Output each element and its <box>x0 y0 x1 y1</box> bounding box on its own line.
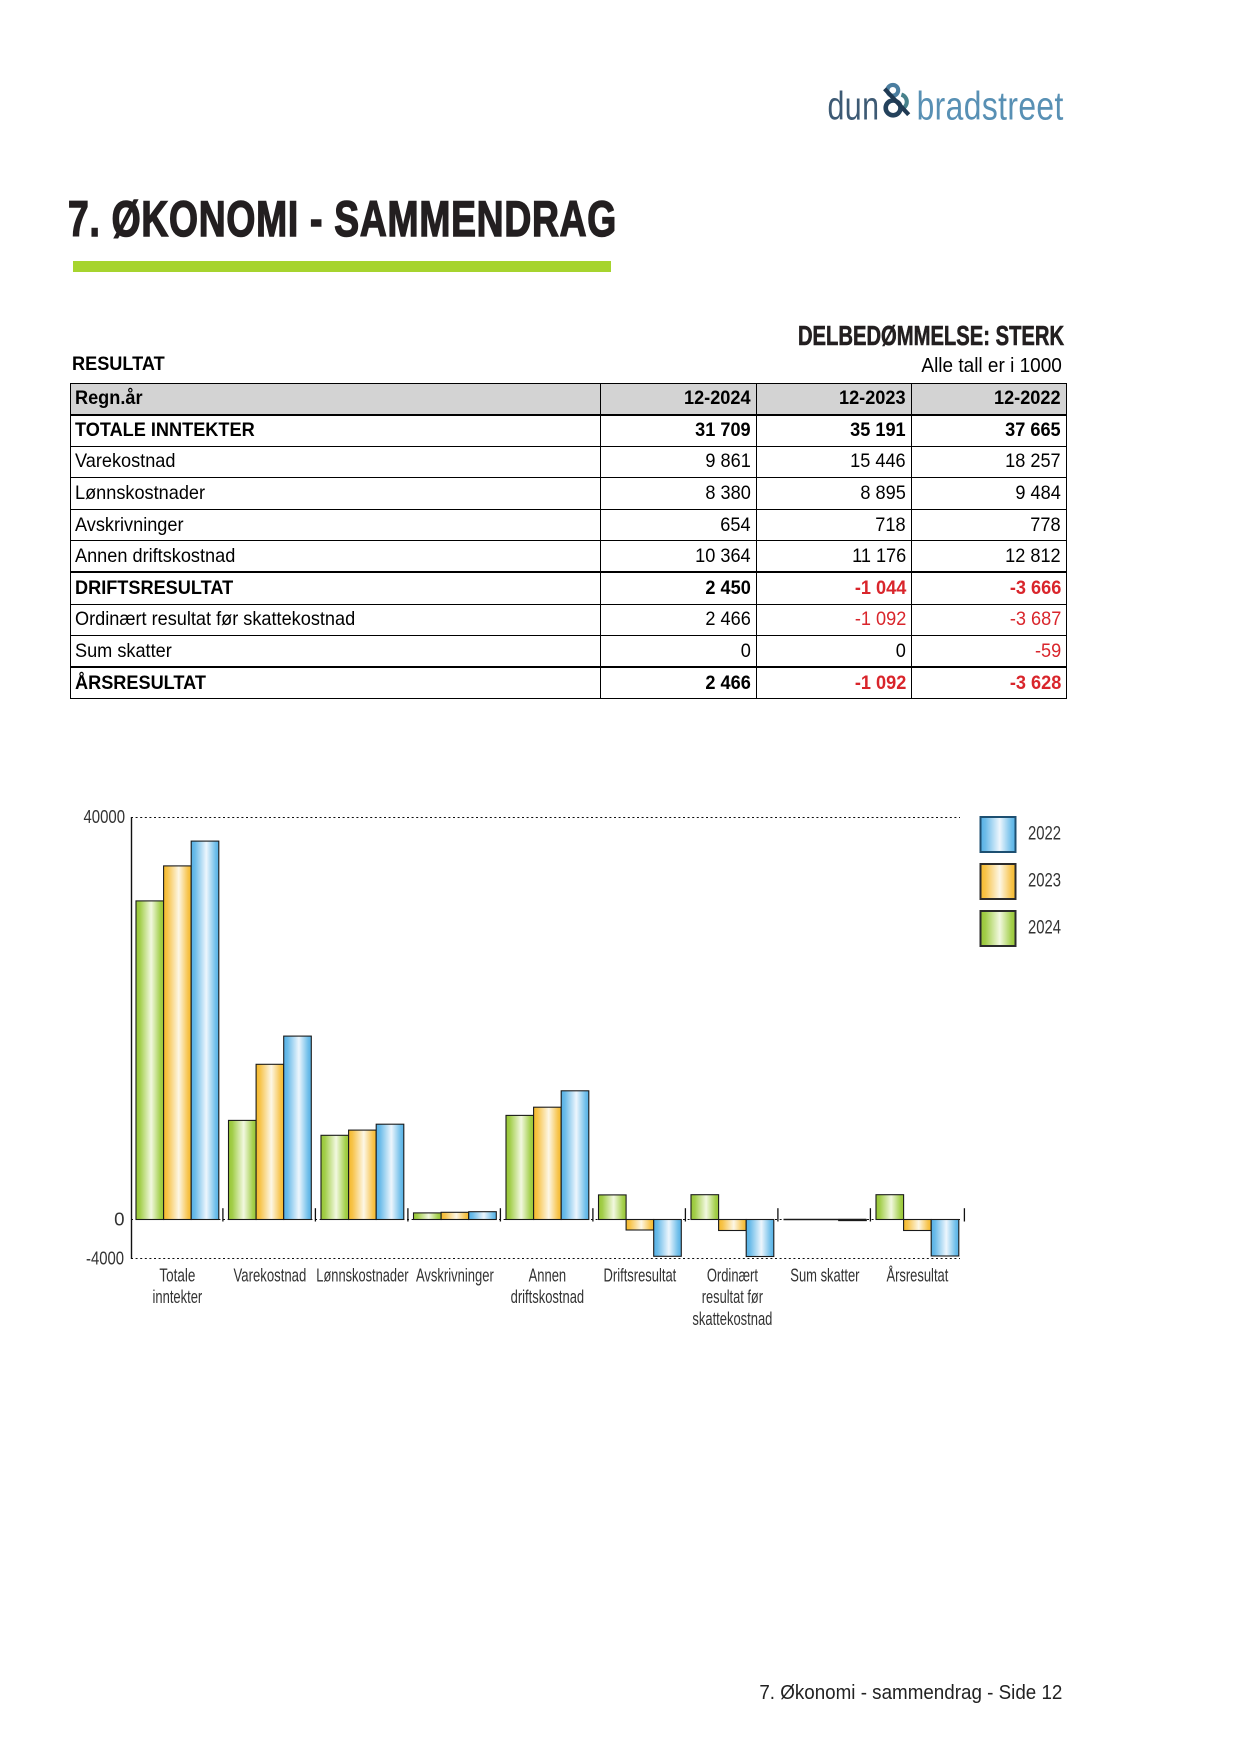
svg-text:Avskrivninger: Avskrivninger <box>416 1266 494 1286</box>
svg-text:skattekostnad: skattekostnad <box>692 1309 772 1329</box>
svg-text:Ordinært: Ordinært <box>707 1266 758 1286</box>
svg-text:-4000: -4000 <box>86 1248 124 1268</box>
svg-text:dun: dun <box>828 84 880 129</box>
svg-text:resultat før: resultat før <box>702 1287 763 1307</box>
svg-text:inntekter: inntekter <box>153 1287 203 1307</box>
svg-text:Lønnskostnader: Lønnskostnader <box>316 1266 408 1286</box>
svg-text:driftskostnad: driftskostnad <box>511 1287 585 1307</box>
svg-text:bradstreet: bradstreet <box>917 83 1064 128</box>
svg-text:0: 0 <box>114 1210 124 1230</box>
svg-text:2022: 2022 <box>1028 823 1061 844</box>
svg-text:Varekostnad: Varekostnad <box>234 1266 307 1286</box>
svg-text:40000: 40000 <box>84 807 126 827</box>
svg-text:Annen: Annen <box>529 1266 567 1286</box>
svg-text:2023: 2023 <box>1028 870 1061 891</box>
svg-text:2024: 2024 <box>1028 917 1061 938</box>
svg-text:Totale: Totale <box>159 1266 195 1286</box>
svg-text:Driftsresultat: Driftsresultat <box>604 1266 677 1286</box>
svg-text:Sum skatter: Sum skatter <box>790 1266 859 1286</box>
svg-text:Årsresultat: Årsresultat <box>886 1266 948 1286</box>
